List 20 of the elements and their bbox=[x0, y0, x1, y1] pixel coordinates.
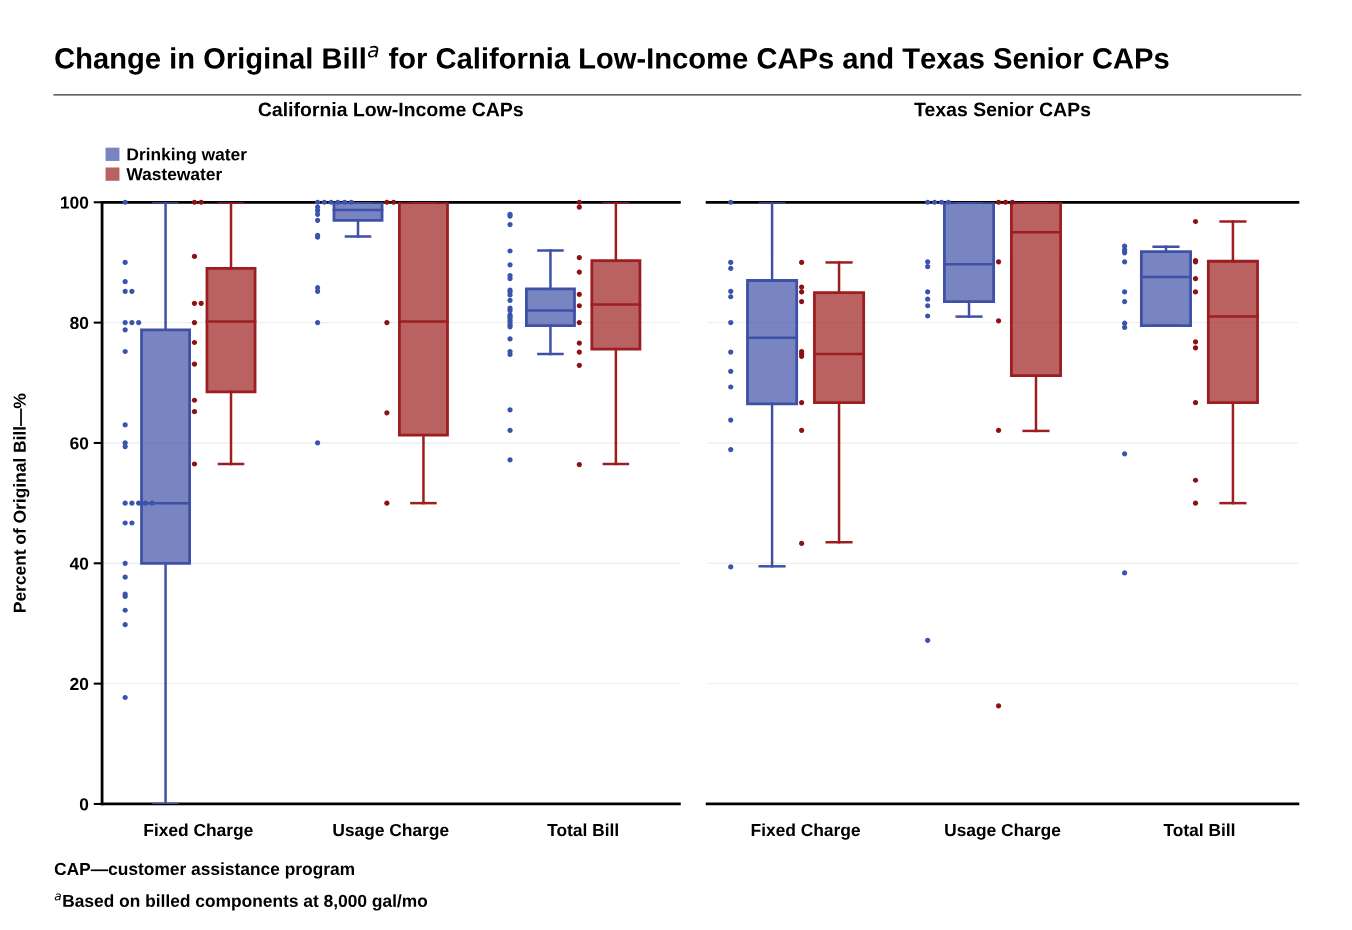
y-tick-label: 40 bbox=[69, 557, 89, 570]
x-tick-label: Total Bill bbox=[547, 823, 618, 837]
x-tick-label: Total Bill bbox=[1163, 823, 1235, 837]
legend-label: Wastewater bbox=[126, 168, 222, 181]
y-tick-label: 80 bbox=[70, 316, 89, 330]
legend-label: Drinking water bbox=[127, 147, 247, 165]
text: $^{a}$Based on billed components at 8,000 gal/mo bbox=[54, 893, 428, 911]
chart-title: Change in Original Bill$^{a}$ for California Low-Income CAPs and Texas Senior CAPs bbox=[55, 45, 1169, 75]
x-tick-label: Fixed Charge bbox=[144, 823, 253, 840]
x-tick-label: Usage Charge bbox=[945, 823, 1061, 840]
y-tick-label: 60 bbox=[70, 437, 89, 450]
x-tick-label: Fixed Charge bbox=[751, 823, 860, 840]
chart-subtitle: Texas Senior CAPs bbox=[914, 102, 1091, 117]
y-tick-label: 20 bbox=[70, 677, 89, 691]
x-tick-label: Usage Charge bbox=[333, 823, 449, 840]
y-tick-label: 100 bbox=[61, 196, 89, 209]
text: CAP—customer assistance program bbox=[54, 862, 355, 879]
chart-subtitle: California Low-Income CAPs bbox=[258, 102, 523, 117]
y-tick-label: 0 bbox=[79, 798, 89, 811]
y-axis-title: Percent of Original Bill—% bbox=[13, 393, 30, 612]
